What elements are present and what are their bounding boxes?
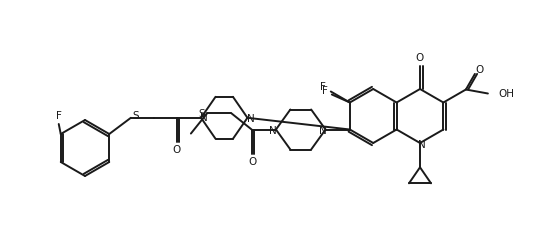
Text: F: F xyxy=(56,111,62,121)
Text: O: O xyxy=(416,53,424,63)
Text: F: F xyxy=(322,86,328,96)
Text: S: S xyxy=(199,109,205,119)
Text: N: N xyxy=(418,140,426,150)
Text: N: N xyxy=(200,113,208,123)
Text: O: O xyxy=(476,65,484,75)
Text: F: F xyxy=(320,82,326,91)
Text: N: N xyxy=(269,126,277,136)
Text: OH: OH xyxy=(498,88,514,99)
Text: S: S xyxy=(133,111,139,121)
Text: N: N xyxy=(247,114,254,124)
Text: O: O xyxy=(172,145,181,155)
Text: N: N xyxy=(319,126,326,136)
Text: O: O xyxy=(249,157,257,167)
